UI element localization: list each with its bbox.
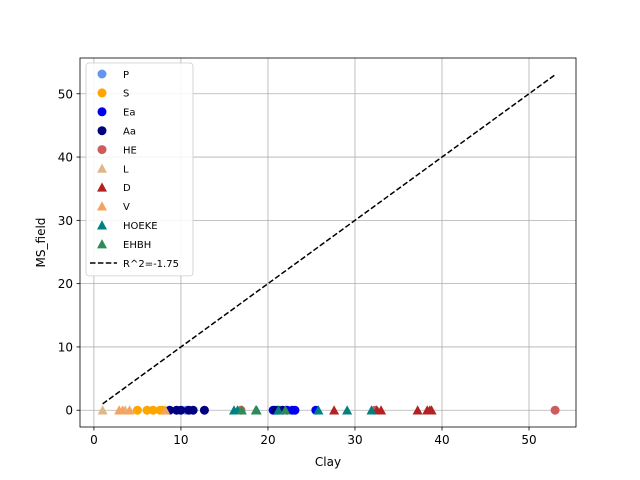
y-tick-label: 10 xyxy=(58,340,73,354)
axis-ticks: 0 10 20 30 40 50 0 10 20 30 40 50 xyxy=(58,87,537,447)
data-point xyxy=(199,405,209,415)
data-point xyxy=(426,405,437,415)
legend-label: S xyxy=(123,89,129,100)
data-point xyxy=(148,405,158,415)
legend-label: P xyxy=(123,70,129,81)
legend: PS Ea Aa HE LDV HOEKE EHBH R^2=-1.75 xyxy=(85,62,194,277)
data-point xyxy=(280,405,291,415)
data-point xyxy=(160,405,171,415)
legend-label: Aa xyxy=(123,127,136,138)
y-tick-label: 20 xyxy=(58,277,73,291)
data-point xyxy=(290,405,300,415)
x-tick-label: 40 xyxy=(434,433,449,447)
y-tick-label: 50 xyxy=(58,87,73,101)
y-tick-label: 0 xyxy=(65,404,73,418)
y-axis-label: MS_field xyxy=(34,218,48,268)
legend-label: R^2=-1.75 xyxy=(123,259,179,270)
data-point xyxy=(366,405,377,415)
fit-line xyxy=(102,74,556,405)
legend-box xyxy=(85,62,194,277)
legend-label: HE xyxy=(123,145,137,156)
data-point xyxy=(273,405,284,415)
x-tick-label: 20 xyxy=(260,433,275,447)
data-point xyxy=(176,405,186,415)
data-point xyxy=(188,405,198,415)
data-point xyxy=(132,405,142,415)
data-point xyxy=(124,405,135,415)
data-point xyxy=(117,405,128,415)
x-axis-label: Clay xyxy=(315,455,341,469)
legend-label: Ea xyxy=(123,108,135,119)
legend-marker xyxy=(97,220,107,230)
legend-label: V xyxy=(123,202,130,213)
data-point xyxy=(342,405,353,415)
legend-label: L xyxy=(123,164,129,175)
data-point xyxy=(313,405,324,415)
legend-marker xyxy=(97,145,107,155)
legend-label: HOEKE xyxy=(123,221,158,232)
data-point xyxy=(412,405,423,415)
legend-marker xyxy=(97,107,107,117)
legend-label: D xyxy=(123,183,131,194)
legend-marker xyxy=(97,69,107,79)
x-tick-label: 10 xyxy=(173,433,188,447)
legend-marker xyxy=(97,126,107,136)
data-point xyxy=(97,405,108,415)
data-point xyxy=(550,405,560,415)
legend-marker xyxy=(97,88,107,98)
legend-marker xyxy=(97,239,107,249)
x-tick-label: 50 xyxy=(521,433,536,447)
data-point xyxy=(329,405,340,415)
x-tick-label: 30 xyxy=(347,433,362,447)
plot-frame xyxy=(79,57,577,428)
legend-marker xyxy=(97,201,107,211)
legend-label: EHBH xyxy=(123,240,151,251)
y-tick-label: 30 xyxy=(58,214,73,228)
x-tick-label: 0 xyxy=(90,433,98,447)
data-point xyxy=(376,405,387,415)
legend-marker xyxy=(97,163,107,173)
data-point xyxy=(250,405,261,415)
data-points xyxy=(97,405,560,415)
legend-marker xyxy=(97,182,107,192)
y-tick-label: 40 xyxy=(58,151,73,165)
data-point xyxy=(236,405,247,415)
fit-line-layer xyxy=(102,74,556,405)
